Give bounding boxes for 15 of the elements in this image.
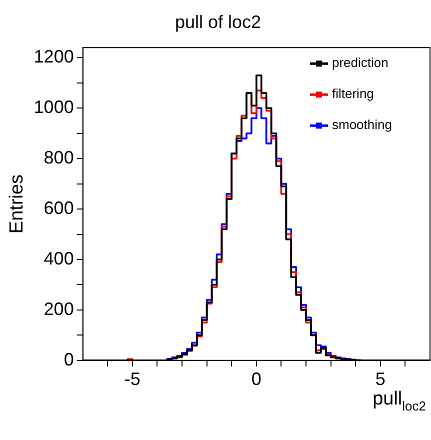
y-tick-label: 400: [44, 248, 74, 268]
x-tick-label: 0: [251, 369, 262, 390]
y-tick-label: 1200: [34, 46, 74, 67]
legend-label: prediction: [332, 55, 388, 70]
y-tick-label: 600: [44, 198, 74, 218]
x-tick-label: 5: [375, 369, 386, 390]
legend-label: filtering: [332, 86, 374, 102]
chart-title: pull of loc2: [174, 12, 262, 32]
legend-label: smoothing: [332, 117, 392, 132]
y-axis-title: Entries: [6, 174, 28, 234]
y-tick-label: 0: [64, 349, 74, 370]
x-tick-label: -5: [124, 369, 140, 390]
y-tick-label: 200: [44, 298, 74, 319]
y-tick-label: 1000: [34, 97, 74, 118]
y-tick-label: 800: [44, 148, 74, 168]
